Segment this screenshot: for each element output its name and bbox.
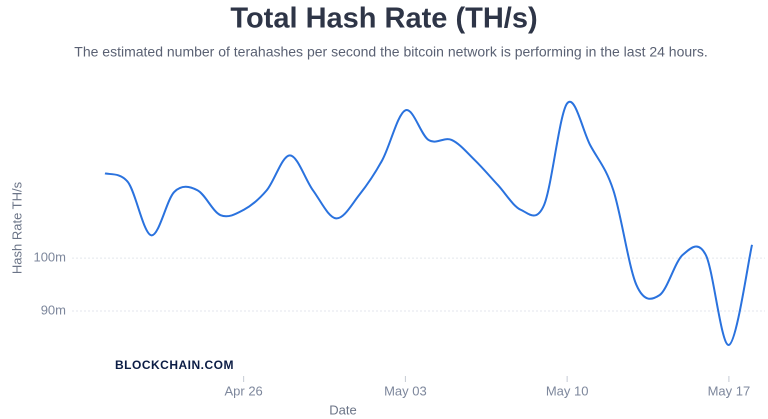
watermark: BLOCKCHAIN.COM [115,358,234,372]
y-axis-label: Hash Rate TH/s [9,181,24,274]
x-tick-label: Apr 26 [224,383,262,398]
chart-title: Total Hash Rate (TH/s) [230,3,537,35]
x-tick-label: May 10 [546,383,589,398]
y-tick-label: 90m [41,302,66,317]
x-tick-label: May 03 [384,383,427,398]
data-line [104,100,753,346]
chart-subtitle: The estimated number of terahashes per s… [74,44,707,60]
x-axis-label: Date [329,402,356,417]
x-tick-label: May 17 [708,383,751,398]
y-tick-label: 100m [33,250,66,265]
